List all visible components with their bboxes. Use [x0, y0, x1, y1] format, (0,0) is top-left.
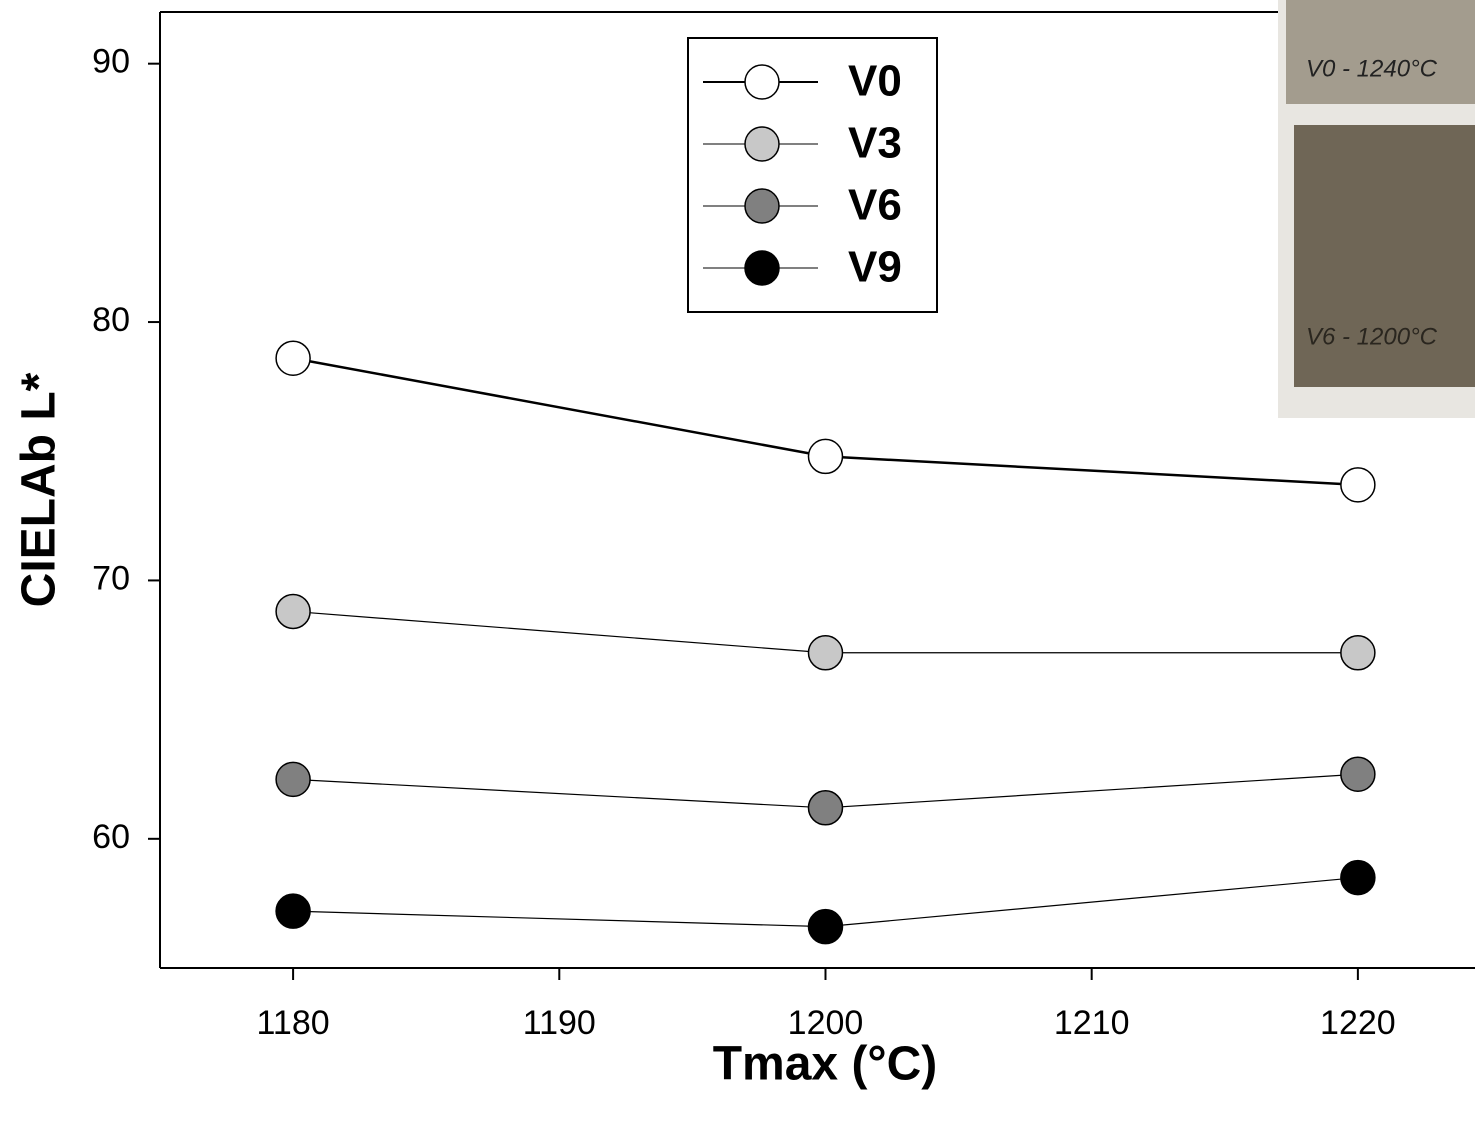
- x-tick-label: 1180: [257, 1004, 330, 1042]
- point: [1340, 635, 1376, 671]
- legend-marker: [744, 250, 780, 286]
- point: [807, 790, 844, 826]
- legend-label: V9: [848, 243, 902, 292]
- legend-box: [687, 37, 938, 313]
- y-tick-label: 80: [92, 301, 130, 339]
- point: [807, 908, 844, 945]
- point: [1340, 756, 1376, 792]
- photo-tile: [1294, 125, 1475, 387]
- legend-marker: [744, 64, 780, 100]
- point: [1340, 859, 1376, 896]
- x-tick-label: 1200: [788, 1004, 864, 1042]
- photo-label: V6 - 1200°C: [1306, 323, 1438, 350]
- point: [1340, 467, 1376, 503]
- point: [275, 340, 311, 376]
- photo-tile: [1286, 0, 1475, 104]
- point: [807, 438, 844, 475]
- legend-marker: [744, 126, 780, 162]
- photo-label: V0 - 1240°C: [1306, 55, 1438, 82]
- point: [275, 761, 311, 798]
- point: [807, 635, 844, 671]
- y-tick-label: 90: [92, 43, 130, 81]
- legend-marker: [744, 188, 780, 224]
- point: [275, 893, 311, 929]
- x-axis-label: Tmax (°C): [713, 1038, 938, 1091]
- y-tick-label: 60: [92, 818, 130, 856]
- x-tick-label: 1220: [1320, 1004, 1396, 1042]
- y-tick-label: 70: [92, 559, 130, 597]
- x-tick-label: 1190: [523, 1004, 596, 1042]
- point: [275, 593, 311, 630]
- legend-label: V3: [848, 119, 902, 168]
- y-axis-label: CIELAb L*: [13, 372, 66, 607]
- legend-label: V0: [848, 57, 902, 106]
- legend-label: V6: [848, 181, 902, 230]
- x-tick-label: 1210: [1054, 1004, 1130, 1042]
